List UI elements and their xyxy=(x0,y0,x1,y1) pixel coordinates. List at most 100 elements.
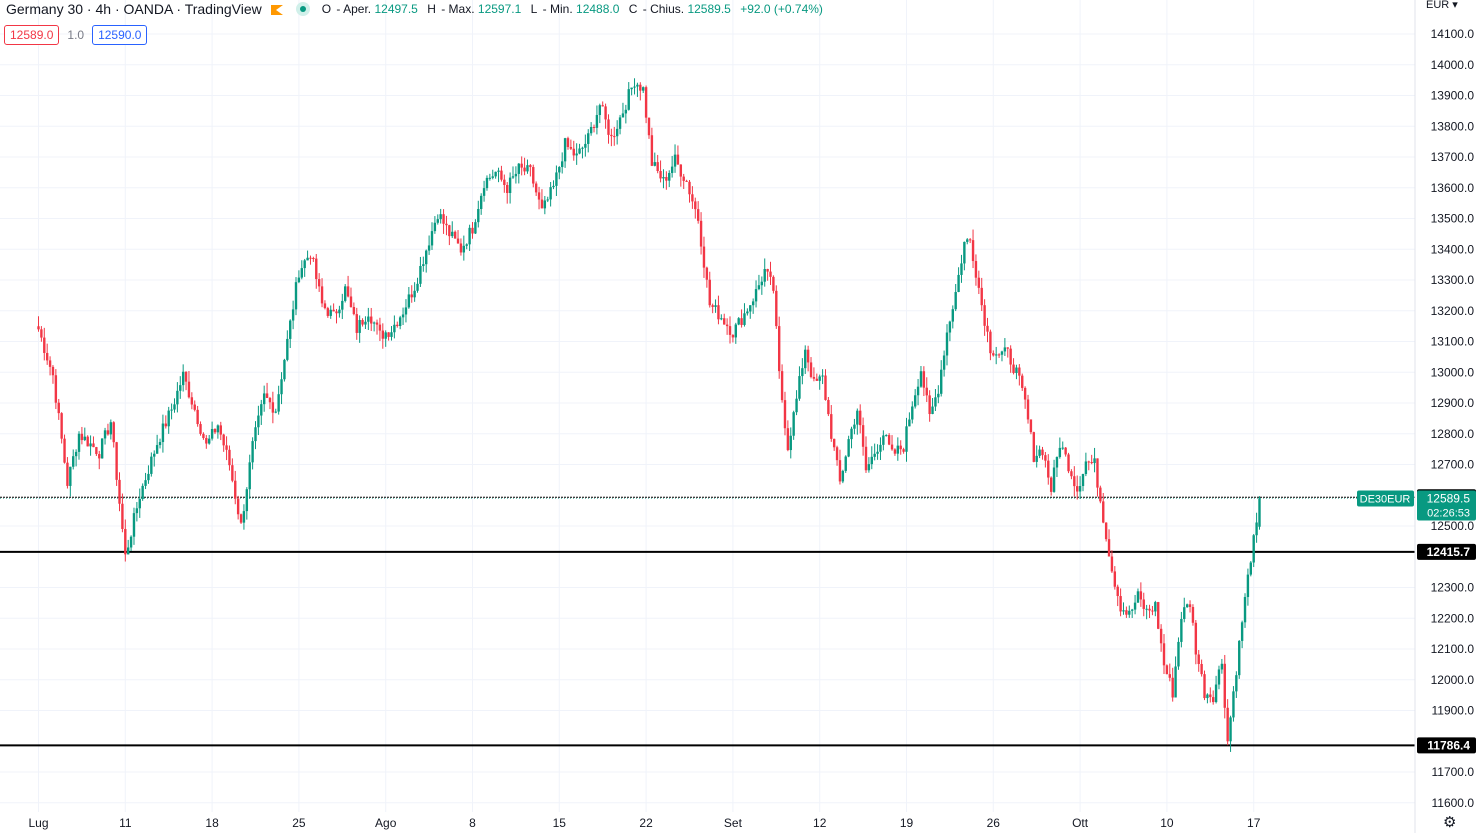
candle-body xyxy=(210,428,214,439)
buy-button[interactable]: 12590.0 xyxy=(92,25,148,45)
candle-body xyxy=(1130,609,1134,611)
candle-body xyxy=(841,470,845,482)
candle-body xyxy=(711,305,714,307)
candle-body xyxy=(922,371,926,388)
candle-body xyxy=(673,154,677,167)
candle-body xyxy=(1209,694,1212,698)
time-axis[interactable]: Lug 11 18 25 Ago 8 15 22 Set 12 19 26 Ott 10 17 xyxy=(28,816,1260,830)
candle-body xyxy=(329,309,332,316)
candle-body xyxy=(1194,622,1198,655)
gear-icon[interactable]: ⚙ xyxy=(1443,814,1457,831)
candle-body xyxy=(477,209,480,223)
price-tick-label: 13300.0 xyxy=(1431,273,1475,287)
tag-icon[interactable] xyxy=(270,3,284,15)
candle-body xyxy=(135,508,139,514)
candle-body xyxy=(43,337,46,353)
candle-body xyxy=(1252,535,1255,563)
candle-body xyxy=(141,485,144,499)
candle-body xyxy=(323,303,327,309)
candle-body xyxy=(1203,674,1206,699)
candle-body xyxy=(899,445,902,450)
candle-body xyxy=(1015,367,1018,373)
candle-body xyxy=(1168,674,1171,678)
candle-body xyxy=(132,513,136,537)
candle-body xyxy=(558,167,561,173)
change-value: +92.0 (+0.74%) xyxy=(740,2,823,16)
candle-body xyxy=(367,316,370,322)
candle-body xyxy=(225,445,228,450)
price-tick-label: 13200.0 xyxy=(1431,304,1475,318)
candle-body xyxy=(948,321,952,333)
candle-body xyxy=(679,164,683,177)
candle-body xyxy=(1026,399,1030,420)
bar-countdown-label: 02:26:53 xyxy=(1427,507,1470,519)
candle-body xyxy=(300,268,303,278)
candle-body xyxy=(349,296,353,307)
candle-body xyxy=(1047,460,1050,478)
candle-body xyxy=(410,294,413,298)
candle-body xyxy=(170,409,173,411)
currency-label: EUR xyxy=(1426,0,1450,11)
candle-body xyxy=(1076,486,1079,492)
candle-body xyxy=(309,257,312,259)
candle-body xyxy=(245,489,249,512)
candle-body xyxy=(940,369,943,394)
candle-body xyxy=(532,167,535,184)
candle-body xyxy=(126,547,130,555)
candle-body xyxy=(691,194,694,202)
candle-body xyxy=(459,243,463,253)
candle-body xyxy=(173,404,176,410)
candle-body xyxy=(45,352,49,361)
candle-body xyxy=(401,314,405,318)
price-tick-label: 12100.0 xyxy=(1431,642,1475,656)
symbol-title[interactable]: Germany 30 · 4h · OANDA · TradingView xyxy=(6,1,262,17)
sell-button[interactable]: 12589.0 xyxy=(4,25,60,45)
candle-body xyxy=(69,466,72,486)
candle-body xyxy=(479,195,483,210)
candle-body xyxy=(546,199,549,201)
currency-selector[interactable]: EUR ▾ xyxy=(1426,0,1458,11)
candle-body xyxy=(427,245,431,251)
candle-body xyxy=(1185,604,1189,608)
candle-body xyxy=(650,135,654,166)
candle-body xyxy=(494,171,497,177)
candle-body xyxy=(1107,539,1111,557)
price-tick-label: 13400.0 xyxy=(1431,242,1475,256)
candle-body xyxy=(1078,486,1082,492)
candle-body xyxy=(749,305,752,312)
candle-body xyxy=(659,171,662,179)
candle-body xyxy=(482,188,486,196)
candle-body xyxy=(1012,364,1015,373)
candle-body xyxy=(51,366,55,376)
candle-body xyxy=(1110,556,1114,572)
candle-body xyxy=(453,231,457,239)
candle-body xyxy=(1217,669,1221,685)
candle-body xyxy=(951,309,954,322)
candle-body xyxy=(1171,677,1174,698)
candle-body xyxy=(514,173,518,177)
candle-body xyxy=(164,423,168,427)
candle-body xyxy=(1044,455,1047,461)
candle-body xyxy=(433,222,437,232)
candle-body xyxy=(806,349,810,363)
candle-body xyxy=(208,438,211,444)
candle-body xyxy=(1136,591,1140,603)
candle-body xyxy=(375,322,379,325)
candle-body xyxy=(294,282,298,310)
candle-body xyxy=(587,133,590,144)
candle-body xyxy=(737,318,740,325)
candle-body xyxy=(222,434,225,446)
candle-body xyxy=(1070,471,1073,477)
candle-body xyxy=(378,324,382,331)
price-tick-label: 11700.0 xyxy=(1432,765,1475,779)
price-axis[interactable]: 14100.0 14000.0 13900.0 13800.0 13700.0 13600… xyxy=(1431,27,1475,810)
candle-body xyxy=(746,311,749,314)
candle-body xyxy=(468,227,471,245)
candle-body xyxy=(992,353,995,356)
candle-body xyxy=(708,279,711,306)
symbol-tag xyxy=(1357,490,1414,507)
candle-body xyxy=(66,462,69,486)
candle-body xyxy=(795,398,798,413)
time-tick-label: 19 xyxy=(900,816,914,830)
